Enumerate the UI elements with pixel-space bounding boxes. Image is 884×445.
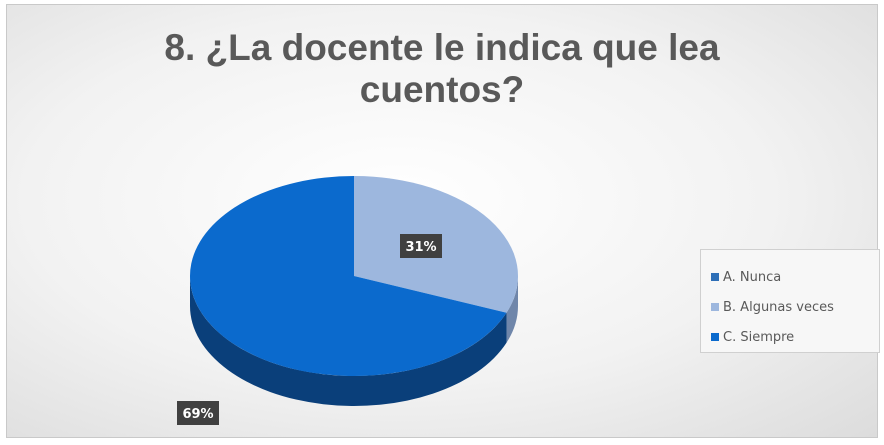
pie-slice-c-siempre <box>189 176 507 376</box>
legend-swatch-algunas-veces <box>711 303 719 311</box>
data-label-box <box>177 401 219 425</box>
chart-title-line-1: 8. ¿La docente le indica que lea <box>164 27 720 68</box>
data-label-text: 31% <box>405 240 436 255</box>
legend-item-algunas-veces: B. Algunas veces <box>701 292 879 322</box>
legend-item-siempre: C. Siempre <box>701 322 879 352</box>
data-label-b-algunas-veces: 31% <box>400 234 442 258</box>
legend: A. Nunca B. Algunas veces C. Siempre <box>700 249 880 353</box>
data-label-text: 69% <box>182 407 213 422</box>
legend-item-nunca: A. Nunca <box>701 262 879 292</box>
legend-label-algunas-veces: B. Algunas veces <box>723 299 834 315</box>
chart-title: 8. ¿La docente le indica que lea cuentos… <box>7 27 877 111</box>
legend-label-siempre: C. Siempre <box>723 329 795 345</box>
data-label-c-siempre: 69% <box>177 401 219 425</box>
chart-area: 8. ¿La docente le indica que lea cuentos… <box>6 4 880 438</box>
data-label-box <box>400 234 442 258</box>
legend-swatch-nunca <box>711 273 719 281</box>
pie-side-b-algunas-veces <box>506 276 518 343</box>
legend-swatch-siempre <box>711 333 719 341</box>
pie-side-c-siempre <box>190 276 507 406</box>
legend-label-nunca: A. Nunca <box>723 269 782 285</box>
pie-chart: 31% 69% <box>177 176 518 425</box>
chart-title-line-2: cuentos? <box>359 69 525 110</box>
